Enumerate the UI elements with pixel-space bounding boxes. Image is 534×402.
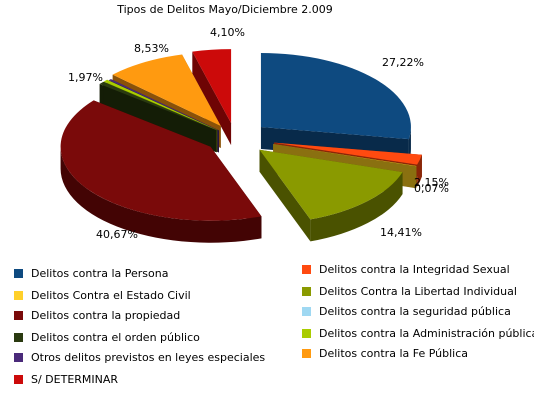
legend-label: Delitos contra la Persona: [31, 266, 169, 280]
pie-slice-top: [60, 100, 262, 221]
legend-swatch: [302, 264, 311, 274]
pie-slice-top: [112, 54, 221, 126]
legend-item: Delitos contra la propiedad: [14, 306, 180, 324]
legend-label: Delitos contra la Fe Pública: [319, 346, 469, 360]
legend-swatch: [302, 286, 311, 296]
pie-slice-side: [192, 51, 232, 146]
legend-item: Delitos contra la Integridad Sexual: [302, 260, 510, 278]
legend-swatch: [302, 306, 311, 316]
pie-slices: [60, 49, 422, 243]
pie-slice-side: [103, 81, 217, 153]
pie-slice-top: [192, 49, 232, 124]
pie-slice-top: [273, 143, 417, 167]
pie-slice: [99, 81, 217, 153]
slice-value-label: 0,07%: [414, 182, 449, 195]
slice-value-label: 27,22%: [382, 56, 424, 69]
legend-label: Delitos contra la seguridad pública: [319, 304, 511, 318]
legend-label: Delitos contra el orden público: [31, 330, 200, 344]
pie-slice-side: [259, 149, 311, 242]
legend-item: Delitos Contra el Estado Civil: [14, 286, 191, 304]
legend-swatch: [302, 348, 311, 358]
legend-label: Delitos contra la propiedad: [31, 308, 181, 322]
pie-chart: Tipos de Delitos Mayo/Diciembre 2.009 27…: [60, 3, 449, 243]
legend-item: Delitos contra la Fe Pública: [302, 344, 468, 362]
pie-slice-rim: [310, 172, 403, 242]
legend-label: Delitos contra la Integridad Sexual: [319, 262, 510, 276]
legend-label: Delitos Contra el Estado Civil: [31, 288, 191, 302]
pie-slice: [60, 100, 262, 243]
legend-item: S/ DETERMINAR: [14, 370, 118, 388]
legend-swatch: [14, 374, 23, 384]
pie-slice-rim: [417, 154, 422, 187]
legend-item: Delitos contra la seguridad pública: [302, 302, 511, 320]
pie-labels: 27,22% 2,15%0,07% 14,41% 40,67% 8,53% 4,10% 1,…: [68, 26, 449, 241]
legend-item: Delitos contra la Persona: [14, 264, 168, 282]
legend-label: Delitos Contra la Libertad Individual: [319, 284, 517, 298]
legend-item: Otros delitos previstos en leyes especia…: [14, 348, 265, 366]
pie-slice-rim: [60, 146, 262, 243]
legend-swatch: [14, 332, 23, 342]
legend-label: Otros delitos previstos en leyes especia…: [31, 350, 266, 364]
legend-item: Delitos contra el orden público: [14, 328, 200, 346]
slice-value-label: 40,67%: [96, 228, 138, 241]
legend-swatch: [14, 268, 23, 278]
legend-swatch: [14, 352, 23, 362]
legend-item: Delitos contra la Administración pública: [302, 324, 534, 342]
pie-slice-rim: [408, 127, 411, 162]
legend-label: Delitos contra la Administración pública: [319, 326, 534, 340]
legend-label: S/ DETERMINAR: [31, 372, 119, 386]
slice-value-label: 1,97%: [68, 71, 103, 84]
pie-slice-top: [108, 79, 219, 131]
pie-slice-top: [259, 149, 403, 220]
legend-item: Delitos Contra la Libertad Individual: [302, 282, 517, 300]
legend-swatch: [302, 328, 311, 338]
slice-value-label: 4,10%: [210, 26, 245, 39]
pie-slice: [259, 149, 403, 242]
pie-slice-top: [260, 53, 411, 140]
legend-swatch: [14, 290, 23, 300]
pie-slice-top: [273, 142, 422, 165]
slice-value-label: 2,15%: [414, 176, 449, 189]
chart-title: Tipos de Delitos Mayo/Diciembre 2.009: [116, 3, 333, 16]
legend-swatch: [14, 310, 23, 320]
slice-value-label: 14,41%: [380, 226, 422, 239]
slice-value-label: 8,53%: [134, 42, 169, 55]
pie-slice-top: [103, 79, 218, 130]
pie-slice-top: [99, 81, 217, 131]
pie-slice: [192, 49, 232, 146]
chart-legend: Delitos contra la Persona Delitos contra …: [0, 258, 534, 402]
